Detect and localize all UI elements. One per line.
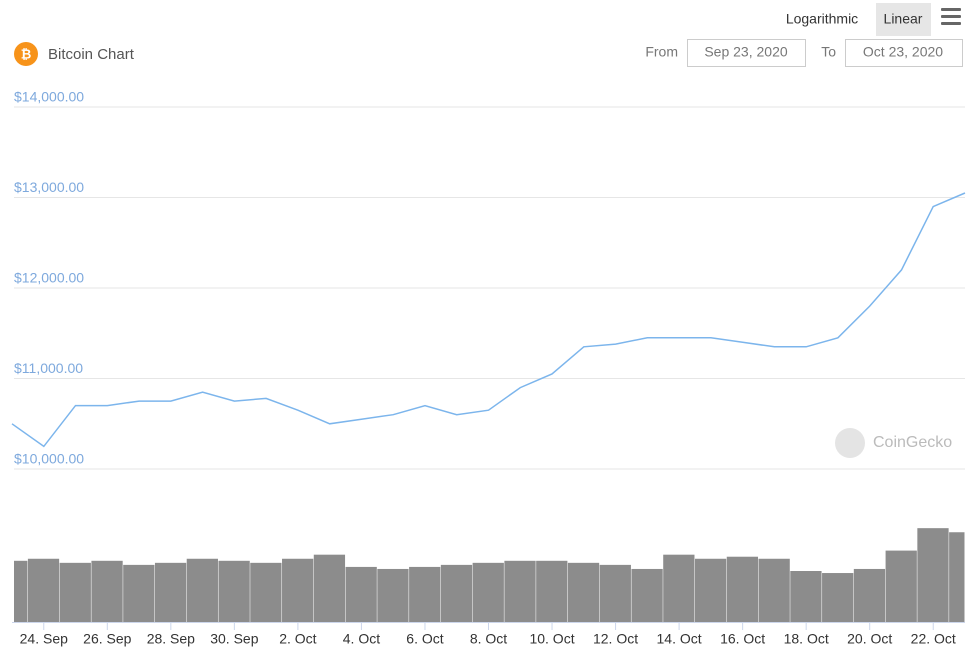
price-line: [11, 192, 966, 448]
x-tick-label: 30. Sep: [210, 631, 258, 647]
volume-bar: [91, 560, 123, 622]
chart-title: Bitcoin Chart: [48, 46, 135, 63]
to-value[interactable]: Oct 23, 2020: [863, 44, 943, 60]
x-tick-label: 2. Oct: [279, 631, 316, 647]
volume-bar: [663, 554, 695, 622]
volume-bar: [504, 560, 536, 622]
watermark: CoinGecko: [873, 434, 952, 451]
y-tick-label: $14,000.00: [14, 89, 84, 105]
volume-bar: [917, 528, 949, 622]
volume-bar: [59, 562, 91, 622]
volume-bar: [885, 550, 917, 622]
x-tick-label: 26. Sep: [83, 631, 131, 647]
volume-bar: [853, 568, 886, 622]
y-tick-label: $11,000.00: [14, 360, 83, 376]
volume-bar: [123, 564, 155, 622]
volume-bar: [822, 573, 854, 622]
volume-bar: [250, 562, 282, 622]
volume-bar: [440, 564, 473, 622]
linear-button[interactable]: [876, 3, 931, 36]
x-tick-label: 8. Oct: [470, 631, 507, 647]
y-tick-label: $13,000.00: [14, 179, 84, 195]
from-input[interactable]: [687, 39, 806, 67]
volume-bar: [949, 532, 965, 622]
x-tick-label: 6. Oct: [406, 631, 443, 647]
x-tick-label: 28. Sep: [147, 631, 195, 647]
x-tick-label: 18. Oct: [784, 631, 829, 647]
x-tick-label: 16. Oct: [720, 631, 765, 647]
linear-button-label[interactable]: Linear: [884, 11, 923, 27]
volume-bar: [726, 556, 759, 622]
x-tick-label: 10. Oct: [529, 631, 574, 647]
log-button-label[interactable]: Logarithmic: [786, 11, 858, 27]
volume-bar: [472, 562, 504, 622]
volume-bar: [536, 560, 568, 622]
volume-bar: [758, 558, 790, 622]
watermark-logo: [835, 428, 865, 458]
volume-bar: [631, 568, 663, 622]
volume-bar: [694, 558, 727, 622]
volume-bar: [409, 566, 441, 622]
from-value[interactable]: Sep 23, 2020: [704, 44, 788, 60]
bitcoin-symbol: ₿: [21, 46, 32, 61]
volume-bar: [282, 558, 314, 622]
menu-icon[interactable]: [941, 8, 961, 25]
from-label: From: [645, 44, 678, 60]
volume-bar: [218, 560, 250, 622]
volume-bar: [27, 558, 60, 622]
to-input[interactable]: [845, 39, 963, 67]
volume-bar: [599, 564, 631, 622]
bitcoin-icon: [14, 42, 38, 66]
volume-bar: [377, 568, 409, 622]
volume-bar: [345, 566, 377, 622]
y-tick-label: $10,000.00: [14, 451, 84, 467]
volume-bar: [14, 560, 28, 622]
volume-bar: [186, 558, 218, 622]
volume-bar: [154, 562, 187, 622]
x-tick-label: 20. Oct: [847, 631, 892, 647]
x-tick-label: 14. Oct: [657, 631, 702, 647]
x-tick-label: 4. Oct: [343, 631, 380, 647]
x-tick-label: 22. Oct: [911, 631, 956, 647]
volume-bar: [790, 571, 822, 622]
x-tick-label: 12. Oct: [593, 631, 638, 647]
y-tick-label: $12,000.00: [14, 270, 84, 286]
volume-bar: [567, 562, 600, 622]
volume-bar: [313, 554, 346, 622]
to-label: To: [821, 44, 836, 60]
x-tick-label: 24. Sep: [20, 631, 68, 647]
